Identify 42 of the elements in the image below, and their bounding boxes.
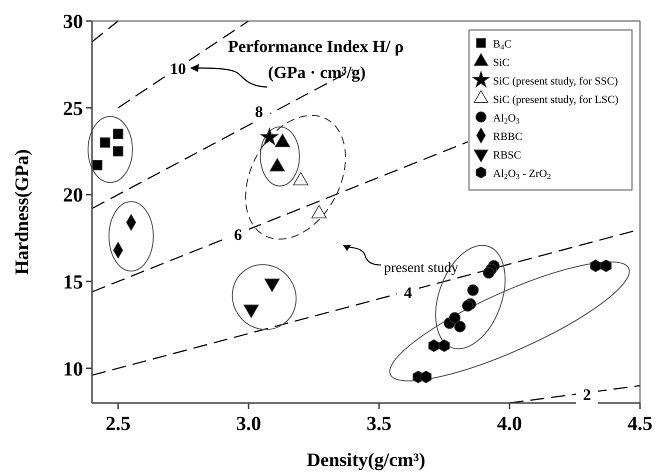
point [600,260,612,272]
y-tick-label: 30 [63,11,83,33]
x-tick-label: 3.0 [236,413,262,435]
annotation: 6 [234,227,242,244]
point [454,320,466,332]
y-tick-label: 15 [63,271,83,294]
x-tick-label: 2.5 [106,413,131,435]
point [482,267,494,279]
legend-label: B$_{4}$C [493,38,512,52]
annotation: 2 [583,387,591,404]
annotation: (GPa · cm³/g) [268,63,366,82]
point [100,137,110,148]
legend-label: Al$_{2}$O$_{3}$ [493,112,520,126]
legend-label: SiC (present study, for SSC) [493,76,618,88]
point [462,300,474,312]
y-tick-label: 25 [63,98,83,120]
legend-label: SiC [493,57,510,69]
point [92,160,102,170]
annotation: 8 [255,104,263,121]
x-tick-label: 4.5 [628,413,652,435]
point [590,260,602,272]
point [112,146,124,156]
annotation: 10 [170,61,186,78]
x-axis-title: Density(g/cm³) [306,450,426,471]
annotation: Performance Index H/ ρ [228,37,404,56]
legend-label: RBSC [493,150,522,162]
point [448,312,460,324]
point [260,128,278,145]
x-tick-label: 3.5 [366,413,392,435]
y-tick-label: 20 [63,184,83,207]
y-axis-title: Hardness(GPa) [12,149,33,275]
legend-label: Al$_{2}$O$_{3}$ - ZrO$_{2}$ [493,168,552,182]
legend-label: SiC (present study, for LSC) [493,94,619,106]
annotation: 4 [404,285,412,302]
point [112,128,124,140]
point [428,339,440,352]
legend-label: RBBC [493,131,522,143]
x-tick-label: 4.0 [497,413,522,435]
y-tick-label: 10 [63,358,83,380]
point [438,339,450,352]
point [420,370,432,384]
point [467,284,479,296]
